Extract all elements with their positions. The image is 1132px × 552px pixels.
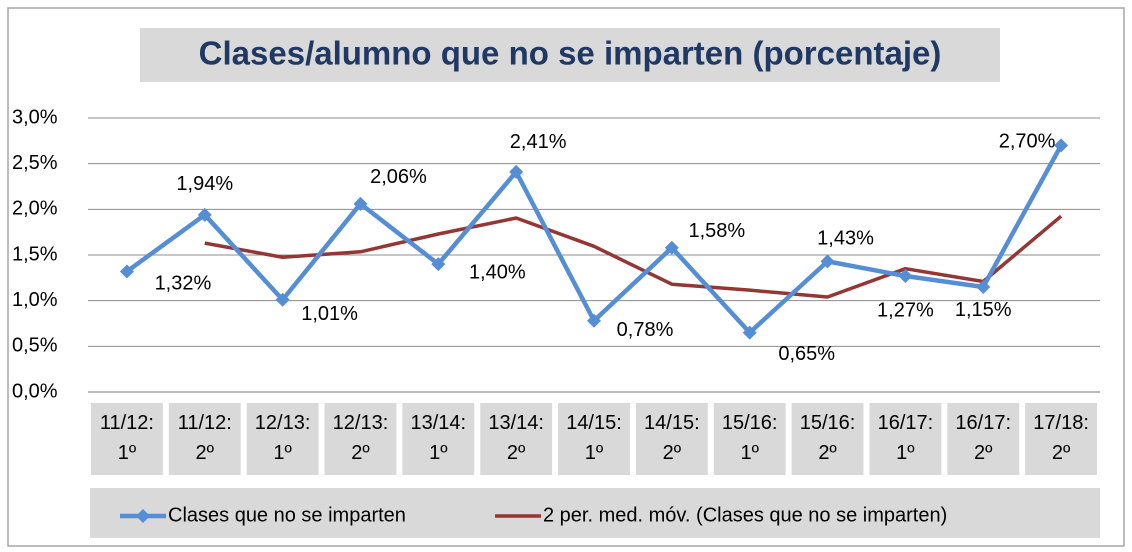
data-label: 0,78% (617, 319, 674, 341)
category-box (480, 403, 553, 475)
marker (509, 164, 524, 179)
data-label: 2,41% (510, 131, 567, 153)
category-box (947, 403, 1020, 475)
x-tick-label: 14/15: 2º (644, 412, 700, 464)
category-box (869, 403, 942, 475)
title-box (140, 28, 1000, 82)
data-label: 1,27% (877, 299, 934, 321)
data-label: 1,40% (469, 261, 526, 283)
marker (119, 264, 134, 279)
data-label: 1,94% (176, 173, 233, 195)
marker (664, 240, 679, 255)
category-box (168, 403, 241, 475)
legend-box (90, 488, 1100, 538)
data-label: 1,32% (155, 273, 212, 295)
x-tick-label: 11/12: 2º (178, 412, 232, 464)
category-box (91, 403, 163, 475)
x-tick-label: 15/16: 2º (800, 412, 856, 464)
x-tick-label: 16/17: 2º (955, 412, 1011, 464)
marker (1054, 138, 1069, 153)
legend-marker (136, 509, 150, 523)
data-label: 2,06% (370, 166, 427, 188)
marker (353, 196, 368, 211)
data-label: 0,65% (778, 343, 835, 365)
category-box (402, 403, 475, 475)
y-tick-label: 2,0% (12, 198, 58, 220)
data-label: 1,01% (301, 303, 358, 325)
x-tick-label: 11/12: 1º (100, 412, 154, 464)
y-tick-label: 1,5% (12, 243, 58, 265)
x-tick-label: 16/17: 1º (878, 412, 934, 464)
marker (820, 254, 835, 269)
data-label: 2,70% (999, 131, 1056, 153)
category-box (558, 403, 630, 475)
y-tick-label: 0,0% (12, 380, 58, 402)
x-tick-label: 13/14: 1º (411, 412, 467, 464)
chart-title: Clases/alumno que no se imparten (porcen… (199, 35, 942, 72)
category-box (324, 403, 397, 475)
category-box (713, 403, 786, 475)
marker (742, 325, 757, 340)
x-tick-label: 13/14: 2º (488, 412, 544, 464)
data-label: 1,58% (688, 220, 745, 242)
category-box (791, 403, 864, 475)
marker (431, 257, 446, 272)
marker (197, 207, 212, 222)
category-box (1025, 403, 1097, 475)
marker (587, 313, 601, 328)
x-tick-label: 17/18: 2º (1033, 412, 1089, 464)
y-tick-label: 3,0% (12, 106, 58, 128)
marker (898, 269, 913, 284)
x-tick-label: 14/15: 1º (566, 412, 622, 464)
marker (275, 292, 290, 307)
y-tick-label: 0,5% (12, 335, 58, 357)
category-box (635, 403, 708, 475)
y-tick-label: 1,0% (12, 289, 58, 311)
legend-label: Clases que no se imparten (168, 504, 406, 526)
x-tick-label: 12/13: 1º (255, 412, 311, 464)
x-tick-label: 15/16: 1º (722, 412, 778, 464)
series-line (204, 214, 1063, 299)
x-tick-label: 12/13: 2º (333, 412, 389, 464)
legend-label: 2 per. med. móv. (Clases que no se impar… (543, 504, 947, 526)
y-tick-label: 2,5% (12, 152, 58, 174)
data-label: 1,15% (955, 299, 1012, 321)
marker (976, 279, 991, 294)
category-box (246, 403, 319, 475)
data-label: 1,43% (817, 228, 874, 250)
